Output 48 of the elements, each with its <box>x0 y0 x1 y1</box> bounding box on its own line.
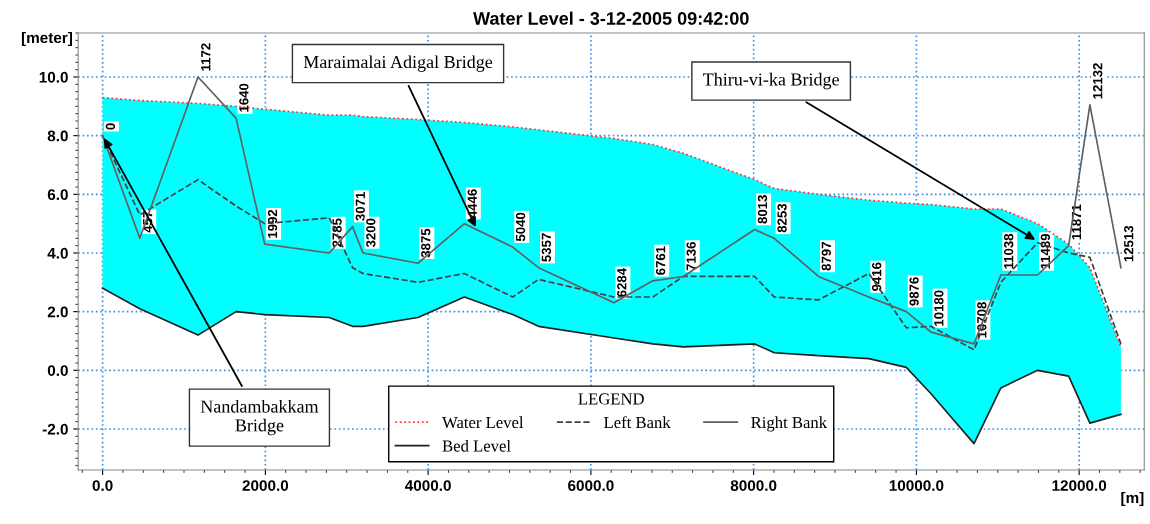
annotation: 8797 <box>821 242 831 271</box>
annotation: 9876 <box>909 277 919 306</box>
y-tick-label: 0.0 <box>47 365 68 376</box>
legend-label: Bed Level <box>442 439 511 452</box>
annotation: 1992 <box>267 209 278 238</box>
annotation: 5357 <box>541 233 552 262</box>
annotation: 12513 <box>1124 225 1134 262</box>
annotation: 3071 <box>355 192 366 221</box>
x-tick-label: 12000.0 <box>1052 480 1107 491</box>
annotation: 12132 <box>1093 63 1103 99</box>
annotation: Thiru-vi-ka Bridge <box>703 72 839 90</box>
y-tick-label: 6.0 <box>47 189 68 201</box>
annotation: 5040 <box>515 212 526 242</box>
y-tick-label: 8.0 <box>47 130 68 142</box>
annotation: Nandambakkam Bridge <box>200 399 319 436</box>
annotation: 0 <box>105 123 116 130</box>
annotation: 1172 <box>201 43 211 71</box>
annotation: 6284 <box>617 268 627 297</box>
y-tick-label: -2.0 <box>42 423 68 435</box>
annotation: 6761 <box>655 246 666 275</box>
annotation: 9416 <box>871 262 882 291</box>
x-tick-label: 2000.0 <box>242 480 289 491</box>
x-tick-label: 10000.0 <box>889 480 944 491</box>
y-axis-title: [meter] <box>21 31 73 47</box>
y-tick-label: 2.0 <box>47 306 68 318</box>
x-tick-label: 6000.0 <box>568 480 614 491</box>
annotation: 8253 <box>777 203 787 233</box>
y-tick-label: 4.0 <box>47 247 68 259</box>
annotation: 10180 <box>934 290 944 326</box>
legend-title: LEGEND <box>578 393 644 405</box>
x-tick-label: 4000.0 <box>404 480 451 491</box>
annotation: 4446 <box>467 189 477 218</box>
annotation: 1640 <box>239 83 249 112</box>
legend-label: Water Level <box>442 416 524 429</box>
x-tick-label: 8000.0 <box>730 480 777 491</box>
annotation: 3200 <box>366 218 376 248</box>
legend-label: Right Bank <box>751 416 828 432</box>
annotation: 11489 <box>1040 233 1051 269</box>
annotation: 3875 <box>421 228 431 258</box>
x-axis-title: [m] <box>1121 491 1144 507</box>
annotation: 8013 <box>757 195 768 224</box>
legend-label: Left Bank <box>604 416 671 429</box>
annotation: Maraimalai Adigal Bridge <box>303 55 493 72</box>
annotation: 7136 <box>686 242 696 271</box>
chart-title: Water Level - 3-12-2005 09:42:00 <box>473 11 749 25</box>
x-tick-label: 0.0 <box>92 480 113 491</box>
y-tick-label: 10.0 <box>39 71 68 83</box>
annotation: 11038 <box>1003 233 1014 269</box>
